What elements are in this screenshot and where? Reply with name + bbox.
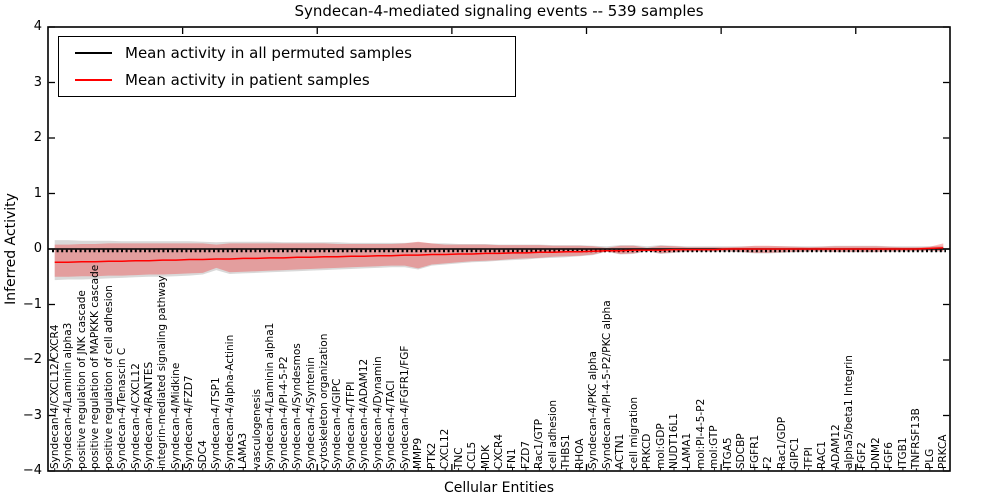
plot-frame: [47, 26, 951, 472]
x-tick-label: Syndecan-4/CXCL12/CXCR4: [48, 324, 61, 469]
x-tick-label: Syndecan-4/Syndesmos: [291, 342, 304, 469]
x-tick-label: positive regulation of JNK cascade: [75, 289, 88, 469]
patient-band: [54, 241, 944, 277]
x-tick-label: CCL5: [466, 441, 479, 469]
x-tick-label: LAMA3: [237, 432, 250, 469]
legend-item-permuted: Mean activity in all permuted samples: [59, 43, 515, 63]
x-tick-label: ITGB1: [896, 436, 909, 469]
x-tick-label: Syndecan-4/TSP1: [210, 376, 223, 469]
x-tick-label: Syndecan-4/FGFR1/FGF: [398, 345, 411, 469]
x-tick-label: TFPI: [802, 446, 815, 469]
y-tick-label: −3: [22, 407, 42, 423]
y-tick-label: 0: [33, 241, 42, 256]
x-tick-label: Syndecan-4/Dynamin: [371, 355, 384, 469]
x-tick-label: LAMA1: [681, 432, 694, 469]
chart-title: Syndecan-4-mediated signaling events -- …: [294, 2, 704, 20]
legend: Mean activity in all permuted samples Me…: [58, 36, 516, 97]
x-tick-label: Rac1/GTP: [533, 418, 546, 469]
y-tick-label: 3: [33, 74, 42, 90]
y-tick-label: −1: [22, 296, 42, 312]
x-tick-label: integrin-mediated signaling pathway: [156, 274, 169, 469]
x-tick-label: Syndecan-4/Laminin alpha3: [62, 322, 75, 469]
x-tick-label: cell migration: [627, 396, 640, 469]
x-tick-label: alpha5/beta1 Integrin: [843, 354, 856, 469]
x-tick-label: mol:GDP: [654, 422, 667, 469]
x-tick-label: Syndecan-4/PI-4-5-P2/PKC alpha: [600, 299, 613, 469]
x-tick-label: Syndecan-4/Syntenin: [304, 356, 317, 469]
x-tick-label: ADAM12: [829, 423, 842, 469]
x-tick-label: TNC: [452, 446, 465, 469]
x-tick-label: Syndecan-4/RANTES: [142, 361, 155, 469]
legend-item-patient: Mean activity in patient samples: [59, 70, 515, 90]
x-tick-label: MMP9: [412, 437, 425, 469]
x-tick-label: Syndecan-4/PI-4-5-P2: [277, 355, 290, 469]
y-tick-label: 2: [33, 130, 42, 145]
x-tick-label: Syndecan-4/PKC alpha: [587, 350, 600, 469]
x-tick-label: mol:PI-4-5-P2: [694, 398, 707, 469]
x-tick-label: cytoskeleton organization: [317, 333, 330, 469]
x-axis-label: Cellular Entities: [443, 480, 555, 496]
x-tick-label: Syndecan-4/GIPC: [331, 378, 344, 469]
x-tick-label: PTK2: [425, 442, 438, 469]
x-tick-label: NUDT16L1: [668, 412, 680, 469]
y-tick-label: 4: [33, 19, 42, 34]
x-tick-label: Syndecan-4/Midkine: [169, 362, 182, 469]
x-tick-label: SDC4: [196, 439, 209, 469]
legend-label-patient: Mean activity in patient samples: [125, 71, 370, 89]
x-tick-label: Rac1/GDP: [775, 416, 788, 469]
x-tick-label: RHOA: [573, 438, 586, 469]
x-tick-label: TNFRSF13B: [910, 407, 923, 469]
y-tick-label: −4: [22, 463, 42, 478]
x-tick-label: Syndecan-4/ADAM12: [358, 358, 371, 469]
x-tick-label: Syndecan-4/Tenascin C: [116, 347, 129, 469]
x-tick-label: cell adhesion: [546, 399, 559, 469]
x-tick-label: Syndecan-4/Laminin alpha1: [264, 322, 277, 469]
x-tick-label: positive regulation of MAPKKK cascade: [89, 264, 102, 469]
x-tick-label: positive regulation of cell adhesion: [102, 284, 115, 469]
x-tick-label: PRKCD: [641, 433, 654, 469]
x-tick-label: ITGA5: [721, 436, 734, 469]
x-tick-label: PRKCA: [937, 434, 950, 469]
x-tick-label: FGF6: [883, 441, 896, 469]
x-tick-label: ACTN1: [614, 433, 627, 469]
x-tick-label: FGFR1: [748, 434, 761, 469]
x-tick-label: SDCBP: [735, 432, 748, 469]
x-tick-label: THBS1: [560, 433, 573, 469]
x-tick-label: FGF2: [856, 441, 869, 469]
permuted-band: [54, 240, 944, 281]
x-tick-label: FZD7: [519, 440, 532, 469]
patient-mean-line: [54, 247, 944, 264]
x-tick-label: FN1: [506, 447, 519, 469]
x-tick-label: Syndecan-4/alpha-Actinin: [223, 334, 236, 469]
x-tick-label: vasculogenesis: [250, 388, 263, 469]
permuted-line-swatch: [75, 52, 112, 54]
x-tick-label: Syndecan-4/FZD7: [183, 374, 196, 469]
x-tick-label: DNM2: [869, 436, 882, 469]
patient-line-swatch: [75, 79, 112, 81]
y-tick-label: −2: [22, 352, 42, 367]
x-tick-label: Syndecan-4/TFPI: [344, 381, 357, 469]
x-tick-label: PLG: [923, 448, 936, 469]
x-tick-label: mol:GTP: [708, 424, 721, 469]
y-tick-label: 1: [33, 185, 42, 201]
x-tick-label: CXCR4: [493, 433, 505, 469]
x-tick-label: CXCL12: [439, 428, 452, 469]
x-tick-label: RAC1: [816, 440, 829, 469]
x-tick-label: Syndecan-4/CXCL12: [129, 362, 142, 469]
x-tick-label: F2: [762, 455, 775, 469]
x-tick-label: Syndecan-4/TACI: [385, 379, 398, 469]
legend-label-permuted: Mean activity in all permuted samples: [125, 44, 412, 62]
x-tick-label: MDK: [479, 444, 492, 469]
x-tick-label: GIPC1: [789, 436, 802, 469]
